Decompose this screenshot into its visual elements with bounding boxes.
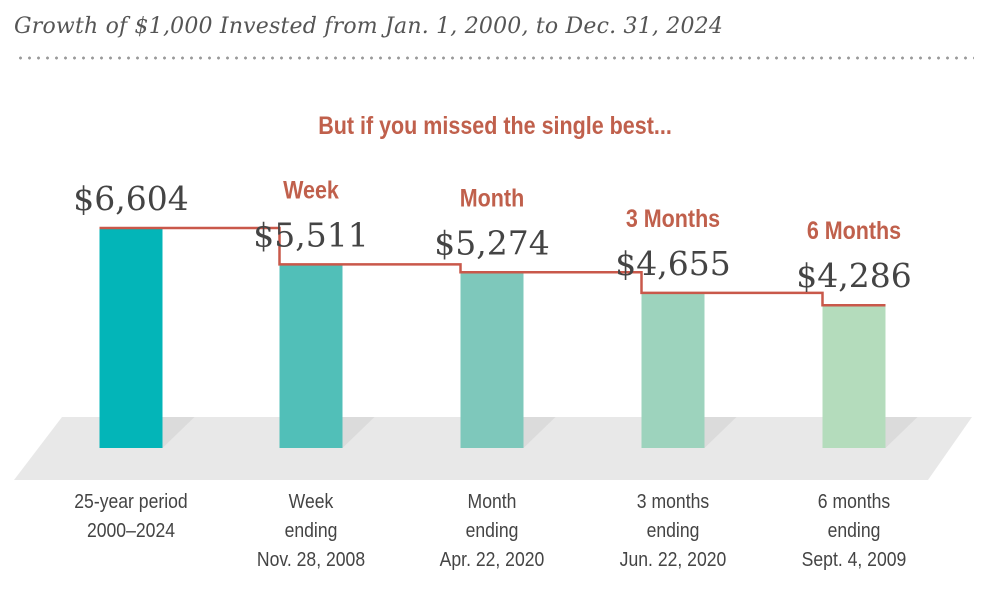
bar-header-label: 6 Months xyxy=(807,217,901,245)
dotted-divider xyxy=(16,56,974,60)
x-tick-label: 3 months ending Jun. 22, 2020 xyxy=(620,490,727,570)
bar-header-label: Week xyxy=(283,176,339,204)
bar xyxy=(99,228,163,448)
x-tick-label: Week ending Nov. 28, 2008 xyxy=(257,490,365,570)
value-label: $5,274 xyxy=(434,223,549,262)
value-label: $5,511 xyxy=(253,215,368,254)
bar xyxy=(822,305,886,448)
x-tick-label: 25-year period 2000–2024 xyxy=(74,490,187,541)
value-label: $4,286 xyxy=(796,256,911,295)
x-tick-label: Month ending Apr. 22, 2020 xyxy=(440,490,545,570)
step-line xyxy=(99,226,886,307)
bar xyxy=(460,272,524,448)
chart-title: Growth of $1,000 Invested from Jan. 1, 2… xyxy=(14,14,724,39)
x-tick-label: 6 months ending Sept. 4, 2009 xyxy=(802,490,907,570)
bar-header-label: Month xyxy=(460,184,524,212)
bar xyxy=(279,264,343,448)
value-label: $4,655 xyxy=(615,244,730,283)
chart-subtitle: But if you missed the single best... xyxy=(318,112,672,140)
bar xyxy=(641,292,705,448)
bar-header-label: 3 Months xyxy=(626,204,720,232)
value-label: $6,604 xyxy=(73,179,188,218)
floor-shelf xyxy=(14,417,972,480)
